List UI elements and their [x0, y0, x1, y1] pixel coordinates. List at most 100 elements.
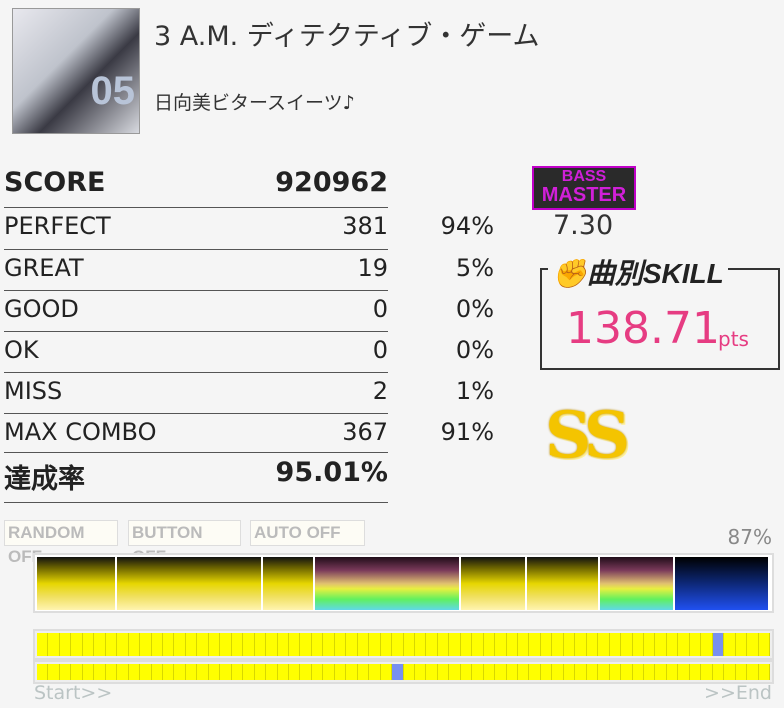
- timeline-cell: [323, 633, 335, 656]
- timeline-cell: [689, 664, 702, 680]
- timeline-cell: [495, 664, 507, 680]
- timeline-cell: [208, 633, 221, 656]
- result-label: PERFECT: [4, 212, 111, 240]
- timeline-cell: [140, 664, 152, 680]
- timeline-cell: [403, 633, 415, 656]
- result-value: 0: [372, 295, 388, 323]
- song-artist: 日向美ビタースイーツ♪: [154, 92, 355, 114]
- timeline-cell: [403, 664, 415, 680]
- timeline-cell: [518, 633, 530, 656]
- timeline-cell: [162, 633, 175, 656]
- timeline-cell: [609, 664, 622, 680]
- timeline-cell: [724, 664, 736, 680]
- timeline-cell: [37, 664, 49, 680]
- timeline-cell: [563, 664, 576, 680]
- timeline-cell: [197, 664, 209, 680]
- skill-value: 138.71: [566, 303, 720, 354]
- result-row-5: MISS 2 1%: [4, 373, 494, 414]
- timeline-cell: [632, 633, 645, 656]
- timeline-cell: [48, 664, 60, 680]
- timeline-cell: [71, 664, 83, 680]
- timeline-cell: [266, 633, 278, 656]
- timeline-cell: [151, 664, 163, 680]
- difficulty-level: 7.30: [553, 210, 614, 241]
- timeline-cell: [128, 664, 141, 680]
- timeline-cell: [586, 633, 599, 656]
- option-button: BUTTON OFF: [128, 520, 241, 566]
- timeline-cell: [369, 664, 381, 680]
- timeline-cell: [586, 664, 599, 680]
- timeline-cell: [105, 633, 118, 656]
- timeline-cell: [655, 633, 667, 656]
- timeline-cell: [506, 664, 519, 680]
- start-label: Start>>: [34, 682, 113, 704]
- timeline-cell: [644, 664, 656, 680]
- timeline-cell: [37, 633, 49, 656]
- timeline-cell: [380, 633, 393, 656]
- timeline-cell: [323, 664, 335, 680]
- timeline-cell: [426, 664, 438, 680]
- timeline-cell: [174, 633, 186, 656]
- timeline-cell: [529, 633, 541, 656]
- timeline-cell: [311, 664, 324, 680]
- timeline-cell: [254, 633, 267, 656]
- timeline-cell: [346, 664, 358, 680]
- timeline-cell: [472, 664, 484, 680]
- result-label: SCORE: [4, 167, 106, 198]
- timeline-cell: [117, 633, 129, 656]
- timeline-cell: [277, 633, 289, 656]
- timeline-cell: [449, 664, 461, 680]
- result-label: OK: [4, 336, 39, 364]
- timeline-cell: [231, 664, 244, 680]
- gauge-section: [37, 557, 115, 610]
- timeline-cell: [529, 664, 541, 680]
- gauge-section: [315, 557, 459, 610]
- timeline-cell: [735, 633, 748, 656]
- timeline-cell: [334, 633, 347, 656]
- timeline-cell: [254, 664, 267, 680]
- result-value: 19: [357, 254, 388, 282]
- timeline-cell: [712, 664, 725, 680]
- timeline-cell: [380, 664, 393, 680]
- gauge-section: [116, 557, 262, 610]
- timeline-cell: [117, 664, 129, 680]
- timeline-cell: [563, 633, 576, 656]
- timeline-cell: [59, 633, 72, 656]
- timeline-cell: [449, 633, 461, 656]
- timeline-cell: [483, 664, 496, 680]
- result-percent: 94%: [440, 212, 494, 240]
- result-value: 367: [342, 418, 388, 446]
- timeline-cell: [506, 633, 519, 656]
- groove-gauge: [33, 553, 774, 613]
- timeline-cell: [632, 664, 645, 680]
- result-label: GREAT: [4, 254, 84, 282]
- timeline-cell: [552, 633, 564, 656]
- timeline-cell: [48, 633, 60, 656]
- timeline-cell: [655, 664, 667, 680]
- timeline-cell: [575, 633, 587, 656]
- skill-header: ✊曲別SKILL: [548, 252, 728, 292]
- timeline-cell: [94, 633, 106, 656]
- result-percent: 5%: [455, 254, 494, 282]
- timeline-cell: [575, 664, 587, 680]
- skill-unit: pts: [718, 327, 749, 351]
- option-random: RANDOM OFF: [4, 520, 118, 566]
- timeline-cell: [495, 633, 507, 656]
- timeline-cell: [701, 664, 713, 680]
- timeline-cell: [598, 633, 610, 656]
- timeline-cell: [357, 664, 370, 680]
- timeline-cell: [701, 633, 713, 656]
- timeline-cell: [300, 633, 312, 656]
- difficulty-badge: BASS MASTER: [532, 166, 636, 210]
- timeline-cell: [334, 664, 347, 680]
- result-value: 2: [372, 377, 388, 405]
- result-value: 381: [342, 212, 388, 240]
- result-row-6: MAX COMBO 367 91%: [4, 414, 494, 453]
- timeline-cell: [414, 633, 427, 656]
- timeline-cell: [59, 664, 72, 680]
- timeline-cell: [208, 664, 221, 680]
- timeline-cell: [311, 633, 324, 656]
- timeline-cell: [689, 633, 702, 656]
- timeline-cell: [460, 664, 473, 680]
- timeline-cell: [288, 664, 301, 680]
